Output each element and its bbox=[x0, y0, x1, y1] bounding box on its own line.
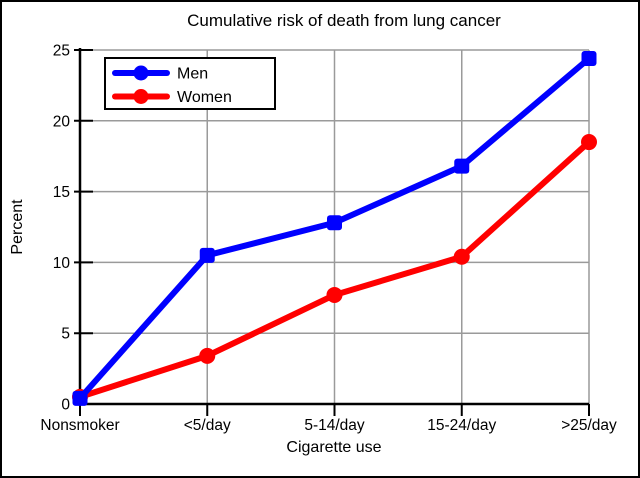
x-tick-label: 15-24/day bbox=[427, 417, 496, 434]
legend-swatch-marker bbox=[133, 65, 149, 81]
men-marker bbox=[199, 247, 215, 263]
men-marker bbox=[72, 390, 88, 406]
legend-item-women: Women bbox=[112, 89, 232, 106]
x-tick-label: Nonsmoker bbox=[40, 417, 119, 434]
men-marker bbox=[581, 50, 597, 66]
legend: Men Women bbox=[104, 57, 276, 110]
legend-label: Women bbox=[177, 89, 232, 106]
legend-swatch-marker bbox=[133, 89, 149, 104]
x-axis-label: Cigarette use bbox=[286, 439, 381, 456]
y-tick-label: 5 bbox=[61, 326, 70, 343]
chart-title: Cumulative risk of death from lung cance… bbox=[187, 11, 501, 30]
y-tick-label: 20 bbox=[53, 113, 71, 130]
y-tick-label: 0 bbox=[61, 397, 70, 414]
women-marker bbox=[581, 134, 597, 151]
y-axis-label: Percent bbox=[9, 199, 26, 255]
legend-label: Men bbox=[177, 66, 208, 83]
women-marker bbox=[453, 248, 470, 265]
y-tick-label: 10 bbox=[53, 255, 71, 272]
y-tick-label: 25 bbox=[53, 43, 70, 60]
men-marker bbox=[454, 158, 470, 174]
x-tick-label: >25/day bbox=[561, 417, 617, 434]
x-tick-label: 5-14/day bbox=[304, 417, 365, 434]
women-marker bbox=[326, 286, 343, 303]
women-marker bbox=[199, 347, 216, 364]
y-tick-label: 15 bbox=[53, 184, 70, 201]
legend-box bbox=[104, 57, 276, 110]
men-marker bbox=[327, 215, 342, 231]
legend-item-men: Men bbox=[112, 65, 208, 83]
tick-labels: 0 5 10 15 20 25 Nonsmoker <5/day 5-14/day 15-24/d… bbox=[40, 43, 617, 435]
x-tick-label: <5/day bbox=[184, 417, 231, 434]
data-series bbox=[72, 50, 597, 406]
